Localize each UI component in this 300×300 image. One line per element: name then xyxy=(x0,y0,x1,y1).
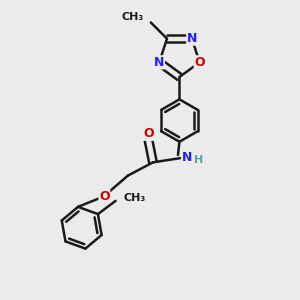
Text: CH₃: CH₃ xyxy=(124,193,146,203)
Text: N: N xyxy=(187,32,197,45)
Text: O: O xyxy=(194,56,205,69)
Text: O: O xyxy=(143,127,154,140)
Text: O: O xyxy=(99,190,110,203)
Text: N: N xyxy=(154,56,164,69)
Text: H: H xyxy=(194,155,203,165)
Text: N: N xyxy=(182,152,192,164)
Text: CH₃: CH₃ xyxy=(121,12,143,22)
